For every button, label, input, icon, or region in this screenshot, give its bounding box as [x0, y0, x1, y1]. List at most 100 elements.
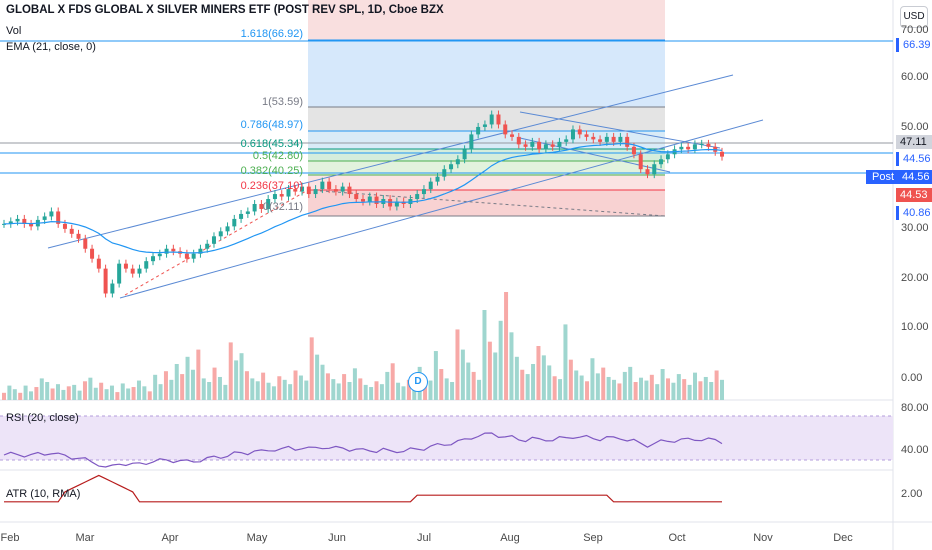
volume-bar	[136, 380, 141, 400]
candle-body	[374, 196, 379, 204]
x-tick-mar: Mar	[75, 532, 95, 544]
candle-body	[421, 189, 426, 195]
dividend-marker[interactable]: D	[408, 372, 428, 392]
volume-bar	[282, 379, 287, 400]
atr-legend: ATR (10, RMA)	[6, 488, 81, 500]
volume-bar	[7, 385, 12, 400]
candle-body	[469, 134, 474, 150]
candle-body	[510, 134, 515, 137]
volume-bar	[396, 382, 401, 400]
volume-bar	[304, 380, 309, 400]
volume-bar	[217, 376, 222, 400]
wedge-bottom	[519, 137, 671, 173]
fib-label-1618: 1.618(66.92)	[240, 28, 303, 40]
volume-bar	[531, 364, 536, 400]
volume-bar	[525, 374, 530, 400]
volume-bar	[347, 382, 352, 400]
volume-bar	[266, 382, 271, 400]
price-tag-close: 44.53	[896, 188, 932, 202]
volume-bar	[190, 369, 195, 400]
volume-bar	[115, 392, 120, 400]
candle-body	[476, 126, 481, 135]
rsi-tick-40: 40.00	[901, 444, 929, 456]
volume-bar	[379, 384, 384, 400]
candle-body	[205, 243, 210, 249]
candle-body	[347, 186, 352, 195]
rsi-legend: RSI (20, close)	[6, 412, 79, 424]
volume-bar	[336, 383, 341, 400]
volume-bar	[23, 385, 28, 400]
candle-body	[320, 181, 325, 190]
candle-body	[123, 263, 128, 269]
price-tick-10: 10.00	[901, 321, 929, 333]
volume-bar	[385, 371, 390, 400]
x-tick-feb: Feb	[0, 532, 20, 544]
volume-bar	[536, 346, 541, 400]
candle-body	[245, 211, 250, 214]
rsi-tick-80: 80.00	[901, 402, 929, 414]
volume-bar	[649, 374, 654, 400]
candle-body	[151, 256, 156, 262]
fib-label-1: 1(53.59)	[262, 96, 303, 108]
volume-bar	[34, 387, 39, 400]
candle-body	[42, 216, 47, 220]
volume-bar	[109, 385, 114, 400]
price-tick-70: 70.00	[901, 24, 929, 36]
volume-bar	[644, 380, 649, 400]
candle-body	[144, 261, 149, 269]
candle-body	[503, 124, 508, 135]
volume-bar	[455, 329, 460, 400]
candle-body	[435, 176, 440, 182]
price-tag-fib-1618: 66.39	[896, 38, 932, 52]
currency-button[interactable]: USD	[900, 6, 928, 28]
volume-bar	[639, 377, 644, 400]
candle-body	[692, 144, 697, 150]
x-tick-jun: Jun	[328, 532, 346, 544]
candle-body	[598, 139, 603, 142]
volume-bar	[104, 389, 109, 400]
fib-label-0786: 0.786(48.97)	[240, 119, 303, 131]
volume-bar	[595, 373, 600, 400]
x-tick-apr: Apr	[161, 532, 179, 544]
fib-zone-1618	[308, 40, 665, 107]
volume-bar	[72, 384, 77, 400]
volume-bar	[298, 375, 303, 400]
candle-body	[198, 248, 203, 254]
atr-line	[4, 474, 722, 503]
price-tick-20: 20.00	[901, 272, 929, 284]
candle-body	[211, 236, 216, 244]
x-tick-jul: Jul	[416, 532, 432, 544]
volume-bar	[450, 382, 455, 400]
volume-bar	[142, 386, 147, 400]
candle-body	[313, 189, 318, 195]
volume-legend: Vol	[6, 25, 22, 37]
candle-body	[69, 228, 74, 234]
price-tag-level: 44.56	[896, 152, 932, 166]
volume-bar	[460, 349, 465, 400]
candle-body	[570, 129, 575, 140]
volume-bar	[126, 388, 131, 400]
volume-bar	[88, 377, 93, 400]
volume-bar	[498, 320, 503, 400]
volume-bar	[493, 352, 498, 400]
ema-line	[3, 142, 723, 254]
candle-body	[184, 253, 189, 259]
volume-bar	[514, 356, 519, 400]
volume-bar	[320, 364, 325, 400]
candle-body	[665, 154, 670, 160]
volume-bar	[228, 342, 233, 400]
volume-bar	[482, 310, 487, 400]
candle-body	[22, 218, 27, 224]
candle-body	[496, 114, 501, 125]
candle-body	[631, 146, 636, 155]
volume-bar	[201, 378, 206, 400]
candle-body	[286, 189, 291, 197]
candle-body	[225, 226, 230, 232]
candle-body	[604, 136, 609, 142]
candle-body	[239, 213, 244, 219]
volume-bar	[541, 355, 546, 400]
candle-body	[645, 169, 650, 175]
volume-bar	[153, 374, 158, 400]
